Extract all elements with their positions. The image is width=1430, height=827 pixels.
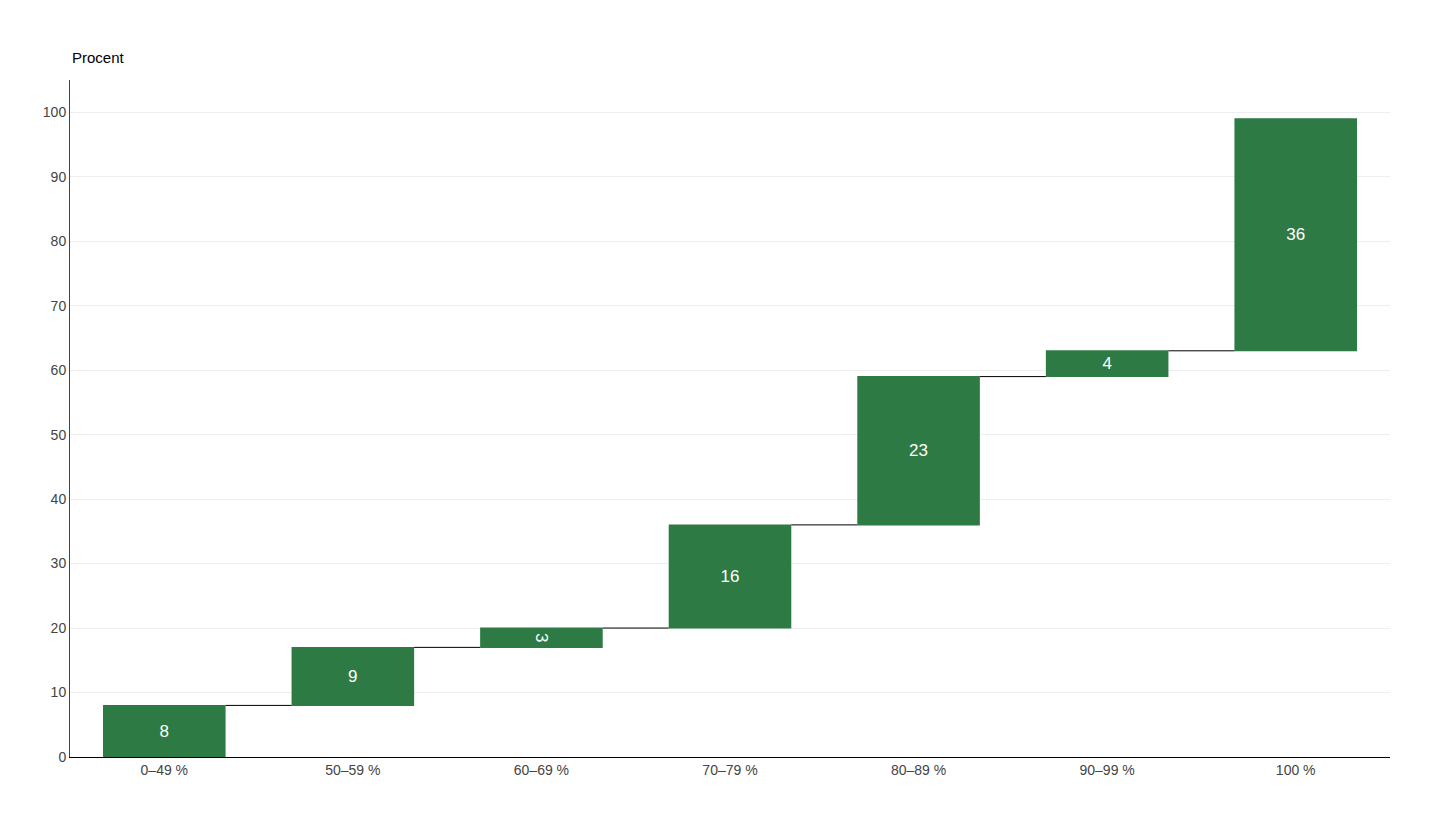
- svg-text:30: 30: [51, 555, 67, 571]
- svg-text:100 %: 100 %: [1276, 762, 1316, 778]
- svg-text:80–89 %: 80–89 %: [891, 762, 946, 778]
- svg-text:90–99 %: 90–99 %: [1079, 762, 1134, 778]
- svg-text:20: 20: [51, 620, 67, 636]
- svg-text:10: 10: [51, 684, 67, 700]
- svg-text:50–59 %: 50–59 %: [325, 762, 380, 778]
- svg-text:60: 60: [51, 362, 67, 378]
- svg-text:40: 40: [51, 491, 67, 507]
- svg-text:0: 0: [58, 749, 66, 765]
- svg-text:90: 90: [51, 169, 67, 185]
- svg-text:100: 100: [43, 104, 67, 120]
- svg-text:0–49 %: 0–49 %: [141, 762, 188, 778]
- svg-text:16: 16: [721, 567, 740, 586]
- svg-text:9: 9: [348, 667, 357, 686]
- svg-text:Procent: Procent: [72, 49, 125, 66]
- svg-text:4: 4: [1102, 354, 1111, 373]
- svg-text:3: 3: [532, 633, 551, 642]
- svg-text:23: 23: [909, 441, 928, 460]
- svg-text:8: 8: [160, 722, 169, 741]
- svg-text:70–79 %: 70–79 %: [702, 762, 757, 778]
- svg-text:50: 50: [51, 427, 67, 443]
- svg-text:60–69 %: 60–69 %: [514, 762, 569, 778]
- svg-text:70: 70: [51, 298, 67, 314]
- svg-text:80: 80: [51, 233, 67, 249]
- svg-text:36: 36: [1286, 225, 1305, 244]
